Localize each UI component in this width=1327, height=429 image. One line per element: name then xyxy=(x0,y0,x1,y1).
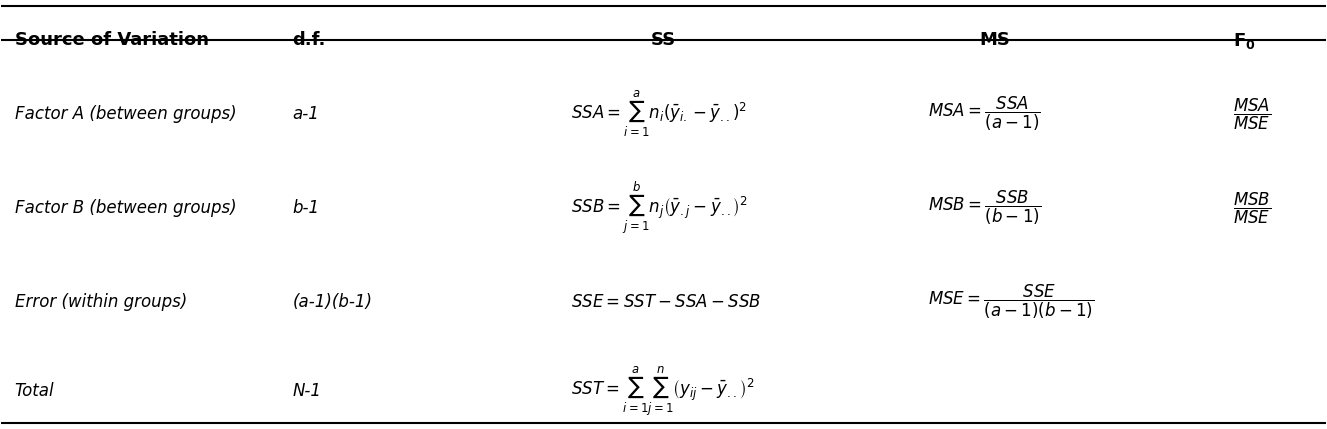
Text: $MSB=\dfrac{SSB}{(b-1)}$: $MSB=\dfrac{SSB}{(b-1)}$ xyxy=(929,189,1042,227)
Text: $MSE=\dfrac{SSE}{(a-1)(b-1)}$: $MSE=\dfrac{SSE}{(a-1)(b-1)}$ xyxy=(929,283,1095,321)
Text: d.f.: d.f. xyxy=(293,31,326,49)
Text: $\dfrac{MSA}{MSE}$: $\dfrac{MSA}{MSE}$ xyxy=(1233,97,1271,132)
Text: $SSE = SST - SSA - SSB$: $SSE = SST - SSA - SSB$ xyxy=(571,293,760,311)
Text: $\dfrac{MSB}{MSE}$: $\dfrac{MSB}{MSE}$ xyxy=(1233,190,1271,226)
Text: N-1: N-1 xyxy=(293,382,321,400)
Text: $SSA=\sum_{i=1}^{a} n_i\left(\bar{y}_{i.}-\bar{y}_{..}\right)^2$: $SSA=\sum_{i=1}^{a} n_i\left(\bar{y}_{i.… xyxy=(571,89,747,139)
Text: a-1: a-1 xyxy=(293,106,320,124)
Text: Factor A (between groups): Factor A (between groups) xyxy=(15,106,236,124)
Text: b-1: b-1 xyxy=(293,199,320,217)
Text: SS: SS xyxy=(650,31,677,49)
Text: $MSA=\dfrac{SSA}{(a-1)}$: $MSA=\dfrac{SSA}{(a-1)}$ xyxy=(929,95,1042,133)
Text: $SSB=\sum_{j=1}^{b} n_j\left(\bar{y}_{.j}-\bar{y}_{..}\right)^2$: $SSB=\sum_{j=1}^{b} n_j\left(\bar{y}_{.j… xyxy=(571,180,747,236)
Text: (a-1)(b-1): (a-1)(b-1) xyxy=(293,293,373,311)
Text: $\mathbf{F_0}$: $\mathbf{F_0}$ xyxy=(1233,31,1255,51)
Text: Total: Total xyxy=(15,382,54,400)
Text: Source of Variation: Source of Variation xyxy=(15,31,208,49)
Text: $SST=\sum_{i=1}^{a}\sum_{j=1}^{n}\left(y_{ij}-\bar{y}_{..}\right)^2$: $SST=\sum_{i=1}^{a}\sum_{j=1}^{n}\left(y… xyxy=(571,365,754,418)
Text: MS: MS xyxy=(979,31,1010,49)
Text: Error (within groups): Error (within groups) xyxy=(15,293,187,311)
Text: Factor B (between groups): Factor B (between groups) xyxy=(15,199,236,217)
